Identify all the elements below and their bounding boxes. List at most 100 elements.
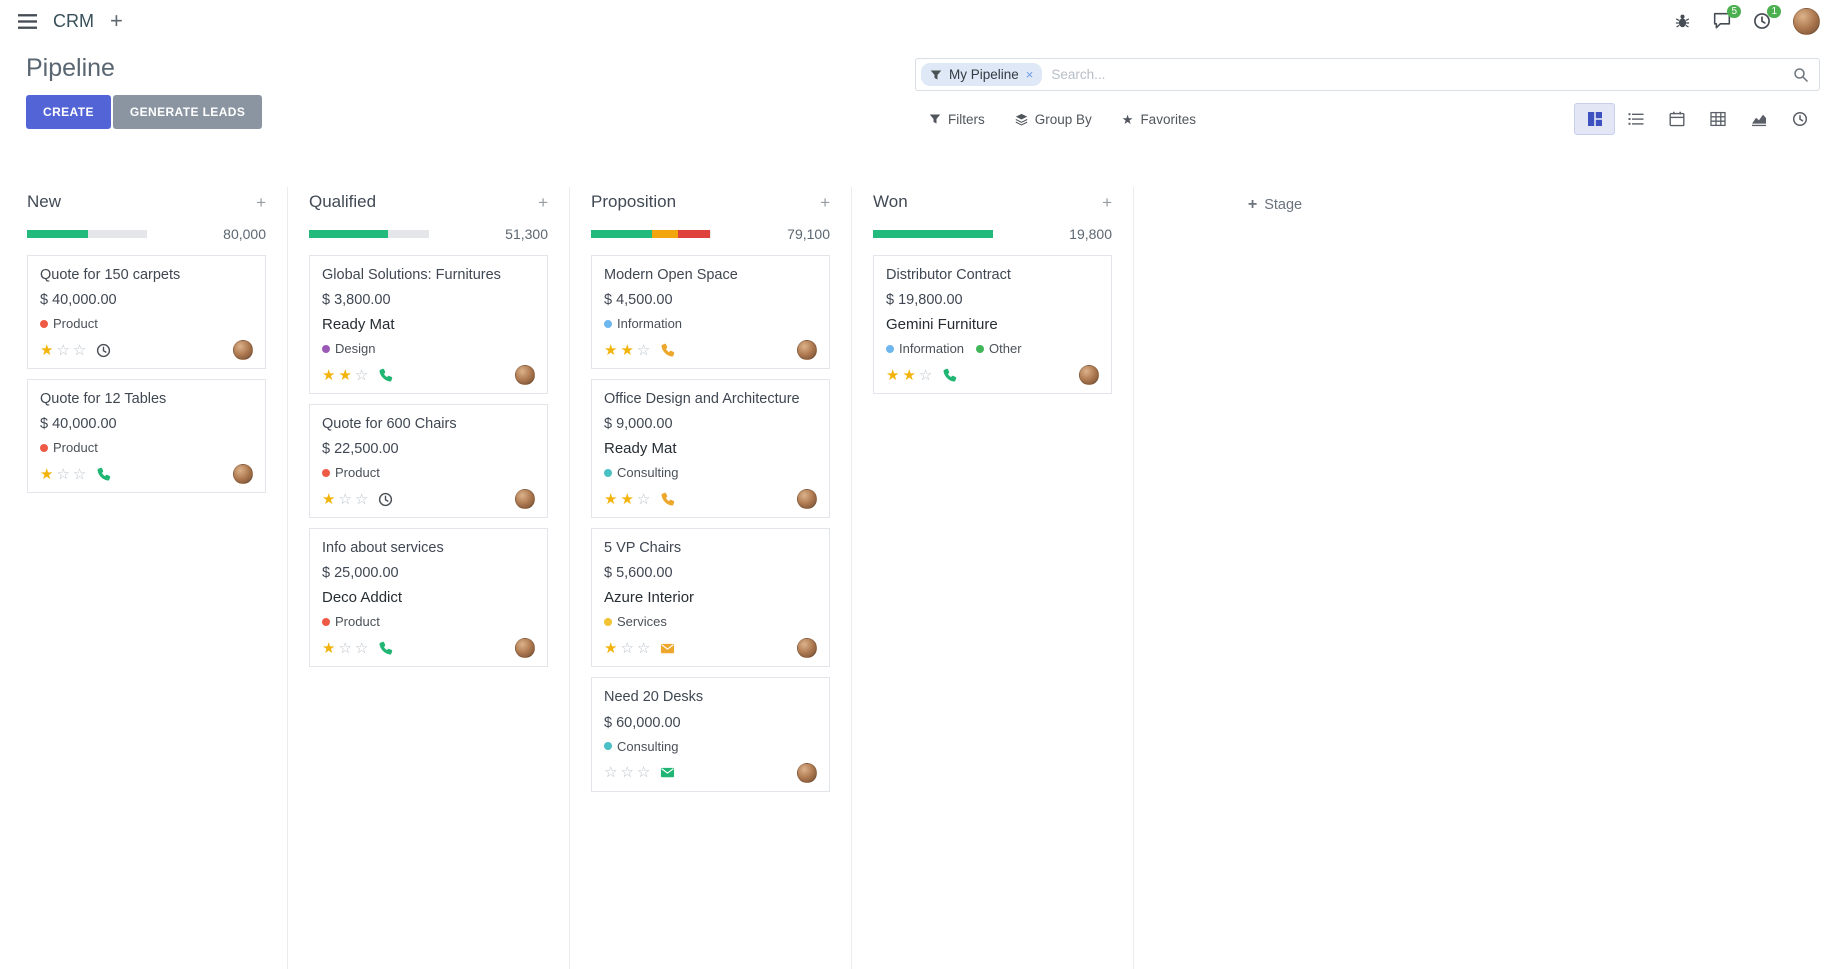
priority-star[interactable]: ★ (40, 465, 54, 483)
kanban-card[interactable]: Distributor Contract $ 19,800.00 Gemini … (873, 255, 1112, 395)
activities-icon[interactable]: 1 (1753, 5, 1781, 30)
column-progressbar[interactable] (309, 230, 429, 238)
priority-star[interactable]: ★ (40, 341, 54, 359)
priority-star[interactable]: ★ (322, 639, 336, 657)
salesperson-avatar[interactable] (797, 638, 817, 659)
salesperson-avatar[interactable] (1079, 365, 1099, 386)
tag[interactable]: Other (976, 341, 1022, 356)
clock-activity-icon[interactable] (96, 343, 111, 358)
priority-star[interactable]: ☆ (620, 764, 634, 781)
clock-activity-icon[interactable] (378, 492, 393, 507)
phone-activity-icon[interactable] (942, 368, 957, 383)
priority-star[interactable]: ☆ (72, 465, 87, 483)
salesperson-avatar[interactable] (515, 638, 535, 659)
salesperson-avatar[interactable] (797, 340, 817, 361)
priority-star[interactable]: ☆ (56, 465, 70, 483)
apps-menu-icon[interactable] (18, 13, 37, 29)
tag[interactable]: Consulting (604, 465, 678, 480)
tag[interactable]: Consulting (604, 739, 678, 754)
priority-star[interactable]: ☆ (72, 341, 87, 359)
salesperson-avatar[interactable] (797, 489, 817, 510)
app-name[interactable]: CRM (53, 10, 94, 31)
phone-activity-icon[interactable] (378, 368, 393, 383)
favorites-button[interactable]: ★ Favorites (1122, 112, 1196, 127)
salesperson-avatar[interactable] (233, 464, 253, 485)
priority-star[interactable]: ★ (604, 341, 618, 359)
priority-star[interactable]: ☆ (354, 490, 369, 508)
phone-activity-icon[interactable] (96, 467, 111, 482)
priority-star[interactable]: ★ (886, 366, 900, 384)
progress-segment[interactable] (591, 230, 652, 238)
column-quick-add-icon[interactable]: + (256, 192, 266, 212)
salesperson-avatar[interactable] (515, 365, 535, 386)
priority-star[interactable]: ☆ (338, 639, 352, 657)
column-progressbar[interactable] (873, 230, 993, 238)
envelope-activity-icon[interactable] (660, 765, 675, 780)
priority-star[interactable]: ☆ (56, 341, 70, 359)
tag[interactable]: Information (886, 341, 964, 356)
search-input[interactable] (1042, 67, 1793, 82)
priority-star[interactable]: ☆ (354, 366, 369, 384)
group-by-button[interactable]: Group By (1015, 112, 1092, 127)
pivot-view-button[interactable] (1697, 103, 1738, 135)
tag[interactable]: Information (604, 316, 682, 331)
priority-star[interactable]: ☆ (636, 490, 651, 508)
envelope-activity-icon[interactable] (660, 641, 675, 656)
filters-button[interactable]: Filters (929, 112, 985, 127)
facet-remove-icon[interactable]: × (1025, 67, 1034, 82)
progress-segment[interactable] (387, 230, 429, 238)
kanban-card[interactable]: Need 20 Desks $ 60,000.00 Consulting ☆ ☆ ☆ (591, 677, 830, 792)
graph-view-button[interactable] (1738, 103, 1779, 135)
add-stage-button[interactable]: + Stage (1134, 187, 1416, 217)
list-view-button[interactable] (1615, 103, 1656, 135)
salesperson-avatar[interactable] (515, 489, 535, 510)
user-avatar[interactable] (1793, 7, 1820, 35)
kanban-card[interactable]: Quote for 600 Chairs $ 22,500.00 Product… (309, 404, 548, 519)
priority-star[interactable]: ★ (322, 366, 336, 384)
progress-segment[interactable] (678, 230, 711, 238)
progress-segment[interactable] (87, 230, 147, 238)
phone-activity-icon[interactable] (378, 641, 393, 656)
tag[interactable]: Services (604, 614, 667, 629)
kanban-card[interactable]: Info about services $ 25,000.00 Deco Add… (309, 528, 548, 668)
column-progressbar[interactable] (591, 230, 711, 238)
priority-star[interactable]: ★ (620, 490, 634, 508)
kanban-card[interactable]: Quote for 12 Tables $ 40,000.00 Product … (27, 379, 266, 494)
kanban-view-button[interactable] (1574, 103, 1615, 135)
priority-star[interactable]: ★ (604, 490, 618, 508)
generate-leads-button[interactable]: GENERATE LEADS (112, 95, 263, 129)
priority-star[interactable]: ☆ (918, 366, 933, 384)
phone-activity-icon[interactable] (660, 492, 675, 507)
create-button[interactable]: CREATE (26, 95, 111, 129)
priority-star[interactable]: ★ (604, 639, 618, 657)
tag[interactable]: Product (322, 465, 380, 480)
progress-segment[interactable] (873, 230, 993, 238)
column-quick-add-icon[interactable]: + (820, 192, 830, 212)
progress-segment[interactable] (27, 230, 88, 238)
tag[interactable]: Design (322, 341, 375, 356)
phone-activity-icon[interactable] (660, 343, 675, 358)
activity-view-button[interactable] (1779, 103, 1820, 135)
debug-icon[interactable] (1674, 13, 1691, 30)
add-menu-icon[interactable]: + (110, 8, 123, 33)
progress-segment[interactable] (651, 230, 679, 238)
search-facet[interactable]: My Pipeline × (921, 63, 1043, 86)
priority-star[interactable]: ☆ (338, 490, 352, 508)
tag[interactable]: Product (40, 316, 98, 331)
tag[interactable]: Product (40, 440, 98, 455)
tag[interactable]: Product (322, 614, 380, 629)
column-progressbar[interactable] (27, 230, 147, 238)
kanban-card[interactable]: 5 VP Chairs $ 5,600.00 Azure Interior Se… (591, 528, 830, 668)
priority-star[interactable]: ★ (902, 366, 916, 384)
search-icon[interactable] (1793, 67, 1809, 83)
priority-star[interactable]: ★ (338, 366, 352, 384)
priority-star[interactable]: ☆ (636, 341, 651, 359)
column-quick-add-icon[interactable]: + (1102, 192, 1112, 212)
priority-star[interactable]: ☆ (620, 639, 634, 657)
kanban-card[interactable]: Global Solutions: Furnitures $ 3,800.00 … (309, 255, 548, 395)
priority-star[interactable]: ☆ (636, 639, 651, 657)
priority-star[interactable]: ★ (322, 490, 336, 508)
kanban-card[interactable]: Office Design and Architecture $ 9,000.0… (591, 379, 830, 519)
priority-star[interactable]: ☆ (354, 639, 369, 657)
priority-star[interactable]: ☆ (604, 764, 618, 781)
